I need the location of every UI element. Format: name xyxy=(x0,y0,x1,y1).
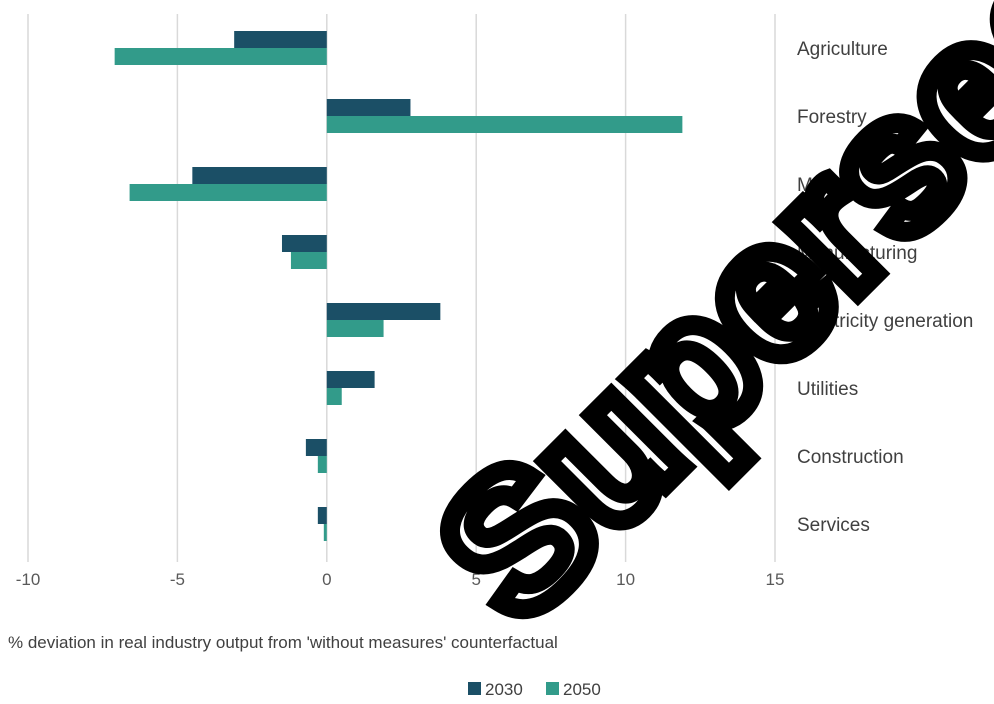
category-label: Forestry xyxy=(797,107,867,128)
bar-2030-manufacturing xyxy=(281,235,327,252)
bar-2050-construction xyxy=(317,456,327,473)
category-label: Manufacturing xyxy=(797,243,917,264)
bar-2030-services xyxy=(317,507,327,524)
bars xyxy=(114,31,683,541)
x-tick-label: 15 xyxy=(766,570,785,589)
bar-2030-agriculture xyxy=(234,31,327,48)
x-tick-label: 10 xyxy=(616,570,635,589)
bar-2050-utilities xyxy=(326,388,342,405)
x-tick-label: 5 xyxy=(471,570,480,589)
x-tick-label: -5 xyxy=(170,570,185,589)
category-label: Agriculture xyxy=(797,39,888,60)
bar-2050-electricity-generation xyxy=(326,320,384,337)
x-tick-label: -10 xyxy=(16,570,41,589)
legend-label-2030: 2030 xyxy=(485,680,523,699)
category-label: Utilities xyxy=(797,379,858,400)
category-label: Services xyxy=(797,515,870,536)
category-label: Construction xyxy=(797,447,904,468)
bar-2030-electricity-generation xyxy=(326,303,441,320)
bar-2030-mining xyxy=(192,167,327,184)
bar-2030-construction xyxy=(305,439,327,456)
category-label: Mining xyxy=(797,175,853,196)
legend-label-2050: 2050 xyxy=(563,680,601,699)
category-labels: Agriculture Forestry Mining Manufacturing El… xyxy=(797,39,973,536)
bar-2030-forestry xyxy=(326,99,411,116)
category-label: Electricity generation xyxy=(797,311,973,332)
bar-2050-manufacturing xyxy=(290,252,327,269)
bar-2050-agriculture xyxy=(114,48,327,65)
x-axis-title: % deviation in real industry output from… xyxy=(8,633,558,652)
x-tick-label: 0 xyxy=(322,570,331,589)
legend-swatch-2050 xyxy=(546,682,559,695)
legend: 2030 2050 xyxy=(468,680,601,699)
bar-2050-forestry xyxy=(326,116,683,133)
x-tick-labels: -10 -5 0 5 10 15 xyxy=(16,570,785,589)
bar-2050-mining xyxy=(129,184,327,201)
legend-swatch-2030 xyxy=(468,682,481,695)
bar-2050-services xyxy=(323,524,327,541)
bar-2030-utilities xyxy=(326,371,375,388)
